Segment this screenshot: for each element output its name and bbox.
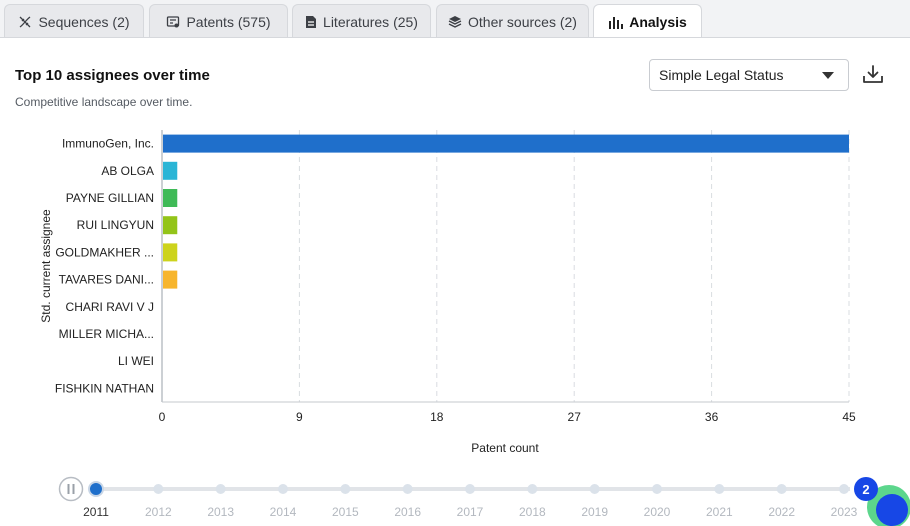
timeline-point[interactable] xyxy=(652,484,662,494)
timeline-point[interactable] xyxy=(839,484,849,494)
timeline-year-label[interactable]: 2018 xyxy=(519,505,546,519)
timeline-point[interactable] xyxy=(89,482,103,496)
timeline-year-label[interactable]: 2014 xyxy=(270,505,297,519)
play-progress-core[interactable] xyxy=(876,494,908,526)
timeline-badge-count: 2 xyxy=(862,482,869,497)
timeline-year-label[interactable]: 2021 xyxy=(706,505,733,519)
timeline-point[interactable] xyxy=(777,484,787,494)
timeline-year-label[interactable]: 2019 xyxy=(581,505,608,519)
timeline-year-label[interactable]: 2022 xyxy=(768,505,795,519)
timeline-point[interactable] xyxy=(153,484,163,494)
timeline-point[interactable] xyxy=(216,484,226,494)
timeline-year-label[interactable]: 2012 xyxy=(145,505,172,519)
timeline-point[interactable] xyxy=(340,484,350,494)
timeline-point[interactable] xyxy=(278,484,288,494)
timeline-year-label[interactable]: 2016 xyxy=(394,505,421,519)
timeline-point[interactable] xyxy=(590,484,600,494)
timeline-point[interactable] xyxy=(403,484,413,494)
timeline-point[interactable] xyxy=(465,484,475,494)
timeline-year-label[interactable]: 2015 xyxy=(332,505,359,519)
timeline-year-label[interactable]: 2017 xyxy=(457,505,484,519)
timeline-year-label[interactable]: 2023 xyxy=(831,505,858,519)
timeline-year-label[interactable]: 2013 xyxy=(207,505,234,519)
timeline-point[interactable] xyxy=(527,484,537,494)
timeline-year-label[interactable]: 2011 xyxy=(83,505,109,519)
timeline-point[interactable] xyxy=(714,484,724,494)
timeline-year-label[interactable]: 2020 xyxy=(644,505,671,519)
pause-button[interactable] xyxy=(60,478,83,501)
